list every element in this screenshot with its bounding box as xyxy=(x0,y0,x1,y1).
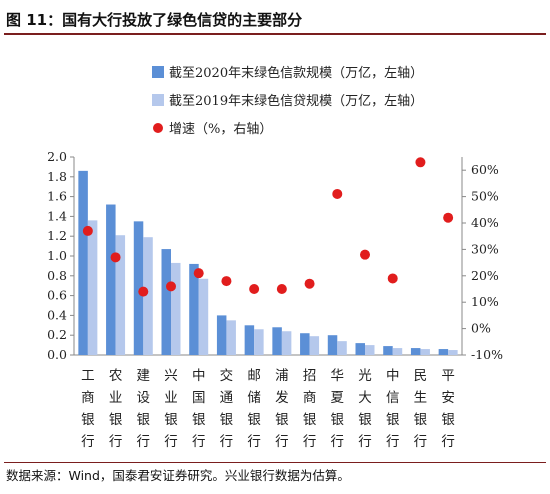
bar-2019 xyxy=(420,349,430,355)
growth-dot xyxy=(221,276,232,287)
bar-2019 xyxy=(87,220,98,355)
bar-2019 xyxy=(254,329,264,355)
category-label: 平安银行 xyxy=(441,368,455,450)
legend-label-2020: 截至2020年末绿色信款规模（万亿，左轴） xyxy=(169,65,423,81)
category-labels: 工商银行农业银行建设银行兴业银行中国银行交通银行邮储银行浦发银行招商银行华夏银行… xyxy=(81,367,455,450)
left-tick-label: 1.4 xyxy=(47,208,67,223)
left-tick-label: 1.0 xyxy=(47,248,67,263)
growth-dot xyxy=(443,212,454,223)
bar-2020 xyxy=(300,333,310,355)
category-label: 邮储银行 xyxy=(247,368,261,450)
bar-2019 xyxy=(281,331,292,355)
growth-dots xyxy=(82,157,454,297)
bar-2020 xyxy=(78,170,88,355)
legend-swatch-2019 xyxy=(152,94,164,106)
category-label: 建设银行 xyxy=(137,368,151,450)
left-tick-label: 0.6 xyxy=(47,288,67,303)
bar-2020 xyxy=(272,327,282,355)
growth-dot xyxy=(110,252,121,263)
category-label: 农业银行 xyxy=(109,368,123,450)
bar-2019 xyxy=(198,278,209,355)
right-tick-label: 50% xyxy=(471,189,499,204)
bar-2020 xyxy=(189,263,199,355)
category-label: 招商银行 xyxy=(303,368,317,450)
bar-2019 xyxy=(365,345,375,355)
growth-dot xyxy=(276,284,287,294)
growth-dot xyxy=(387,273,398,284)
category-label: 光大银行 xyxy=(358,368,372,450)
category-label: 浦发银行 xyxy=(275,368,289,450)
left-tick-label: 1.8 xyxy=(47,169,67,184)
bar-2020 xyxy=(355,343,365,355)
left-tick-label: 0.8 xyxy=(47,268,67,283)
figure-title: 图 11：国有大行投放了绿色信贷的主要部分 xyxy=(4,5,546,35)
bar-2019 xyxy=(143,237,153,355)
bar-2020 xyxy=(327,335,338,355)
bar-2020 xyxy=(161,249,171,355)
bar-2019 xyxy=(392,348,403,355)
bar-2020 xyxy=(244,325,255,355)
right-tick-label: 0% xyxy=(471,321,491,336)
category-label: 兴业银行 xyxy=(164,368,178,450)
legend: 截至2020年末绿色信款规模（万亿，左轴） 截至2019年末绿色信贷规模（万亿，… xyxy=(152,65,423,137)
bar-2019 xyxy=(309,336,320,355)
legend-swatch-2020 xyxy=(152,66,164,78)
growth-dot xyxy=(138,286,149,297)
category-label: 中信银行 xyxy=(386,368,400,450)
right-tick-label: 60% xyxy=(471,162,499,177)
bar-2020 xyxy=(383,346,393,355)
left-tick-label: 0.4 xyxy=(47,307,67,322)
growth-dot xyxy=(415,157,426,168)
bar-2019 xyxy=(337,341,347,355)
legend-label-2019: 截至2019年末绿色信贷规模（万亿，左轴） xyxy=(169,93,423,109)
right-tick-label: 30% xyxy=(471,241,499,256)
left-tick-label: 1.6 xyxy=(47,189,67,204)
axes: 0.0 0.2 0.4 0.6 0.8 1.0 1.2 1.4 1.6 1.8 2.0 -10% 0% 1… xyxy=(47,149,503,362)
bar-2019 xyxy=(115,235,126,355)
right-tick-label: 10% xyxy=(471,294,499,309)
right-tick-label: 20% xyxy=(471,268,499,283)
category-label: 中国银行 xyxy=(192,368,206,450)
growth-dot xyxy=(249,284,260,294)
left-tick-label: 0.2 xyxy=(47,327,67,342)
growth-dot xyxy=(304,278,315,289)
bar-2020 xyxy=(216,315,227,355)
source-note: 数据来源：Wind，国泰君安证券研究。兴业银行数据为估算。 xyxy=(4,462,546,490)
growth-dot xyxy=(82,225,93,236)
right-tick-label: -10% xyxy=(471,347,503,362)
growth-dot xyxy=(193,268,204,279)
left-tick-label: 0.0 xyxy=(47,347,67,362)
bar-2020 xyxy=(133,221,144,355)
category-label: 交通银行 xyxy=(220,367,234,450)
bar-2020 xyxy=(410,348,421,355)
bar-2019 xyxy=(171,262,181,355)
category-label: 工商银行 xyxy=(81,368,95,450)
growth-dot xyxy=(332,188,343,199)
bar-2020 xyxy=(438,349,449,355)
left-tick-label: 1.2 xyxy=(47,228,67,243)
bars xyxy=(78,170,458,355)
left-tick-label: 2.0 xyxy=(47,149,67,164)
category-label: 华夏银行 xyxy=(331,368,345,450)
growth-dot xyxy=(166,281,176,292)
bar-2020 xyxy=(106,204,116,355)
right-tick-label: 40% xyxy=(471,215,499,230)
legend-label-growth: 增速（%，右轴） xyxy=(169,122,272,137)
legend-marker-growth xyxy=(153,123,163,133)
bar-2019 xyxy=(448,350,458,355)
bar-2019 xyxy=(226,320,236,355)
growth-dot xyxy=(360,249,370,260)
category-label: 民生银行 xyxy=(414,368,428,450)
